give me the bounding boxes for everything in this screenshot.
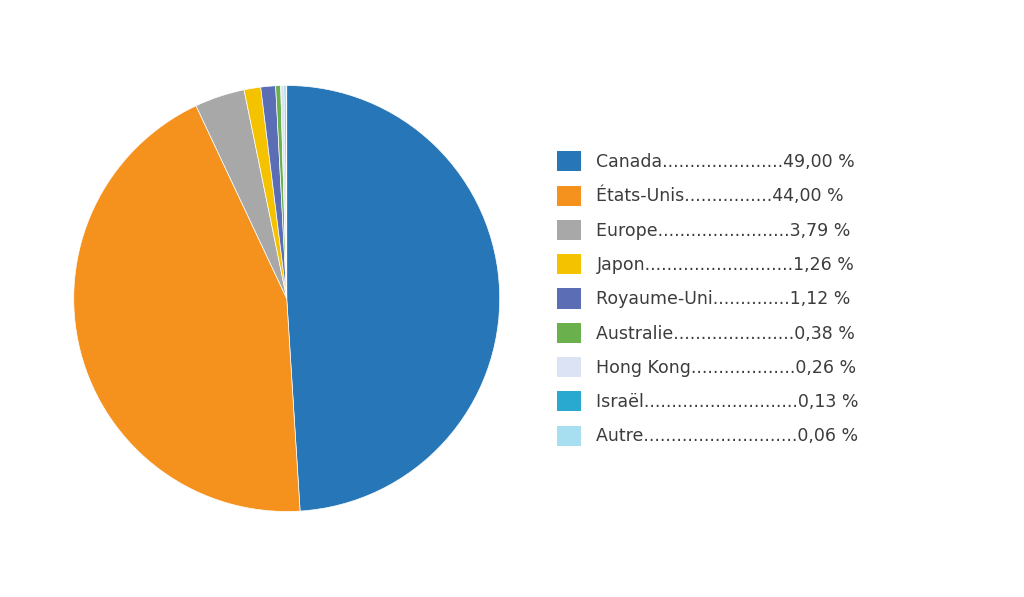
Wedge shape — [281, 85, 287, 298]
Wedge shape — [74, 106, 300, 512]
Wedge shape — [244, 87, 287, 298]
Wedge shape — [275, 85, 287, 298]
Wedge shape — [285, 85, 287, 298]
Wedge shape — [287, 85, 500, 511]
Legend: Canada......................49,00 %, États-Unis................44,00 %, Europe..: Canada......................49,00 %, Éta… — [556, 151, 859, 446]
Wedge shape — [196, 90, 287, 298]
Wedge shape — [261, 86, 287, 298]
